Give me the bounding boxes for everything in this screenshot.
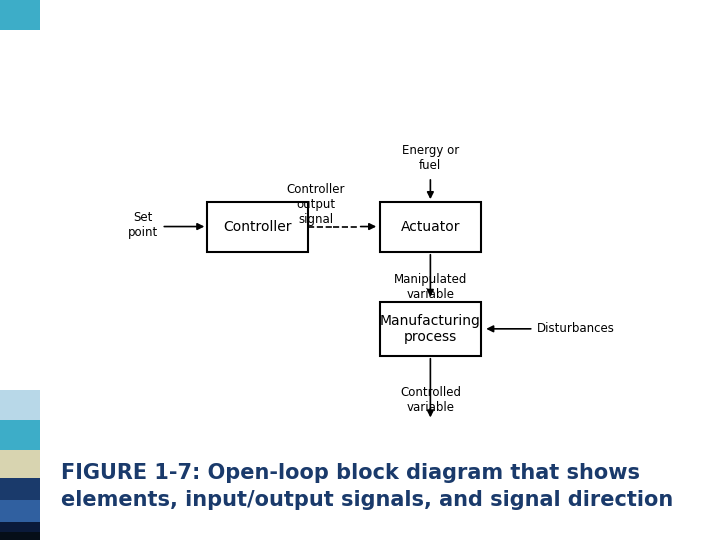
Text: Actuator: Actuator: [400, 220, 460, 234]
Text: Energy or
fuel: Energy or fuel: [402, 144, 459, 172]
Bar: [380, 202, 481, 252]
Text: Controller: Controller: [223, 220, 292, 234]
Text: Controller
output
signal: Controller output signal: [287, 183, 346, 226]
Text: elements, input/output signals, and signal direction: elements, input/output signals, and sign…: [61, 490, 673, 510]
Text: Manipulated
variable: Manipulated variable: [394, 273, 467, 301]
Text: Controlled
variable: Controlled variable: [400, 386, 461, 414]
Text: FIGURE 1-7: Open-loop block diagram that shows: FIGURE 1-7: Open-loop block diagram that…: [61, 463, 640, 483]
Bar: [380, 302, 481, 356]
Text: Set
point: Set point: [128, 211, 158, 239]
Text: Manufacturing
process: Manufacturing process: [380, 314, 481, 344]
Text: Disturbances: Disturbances: [536, 322, 614, 335]
Bar: [207, 202, 307, 252]
